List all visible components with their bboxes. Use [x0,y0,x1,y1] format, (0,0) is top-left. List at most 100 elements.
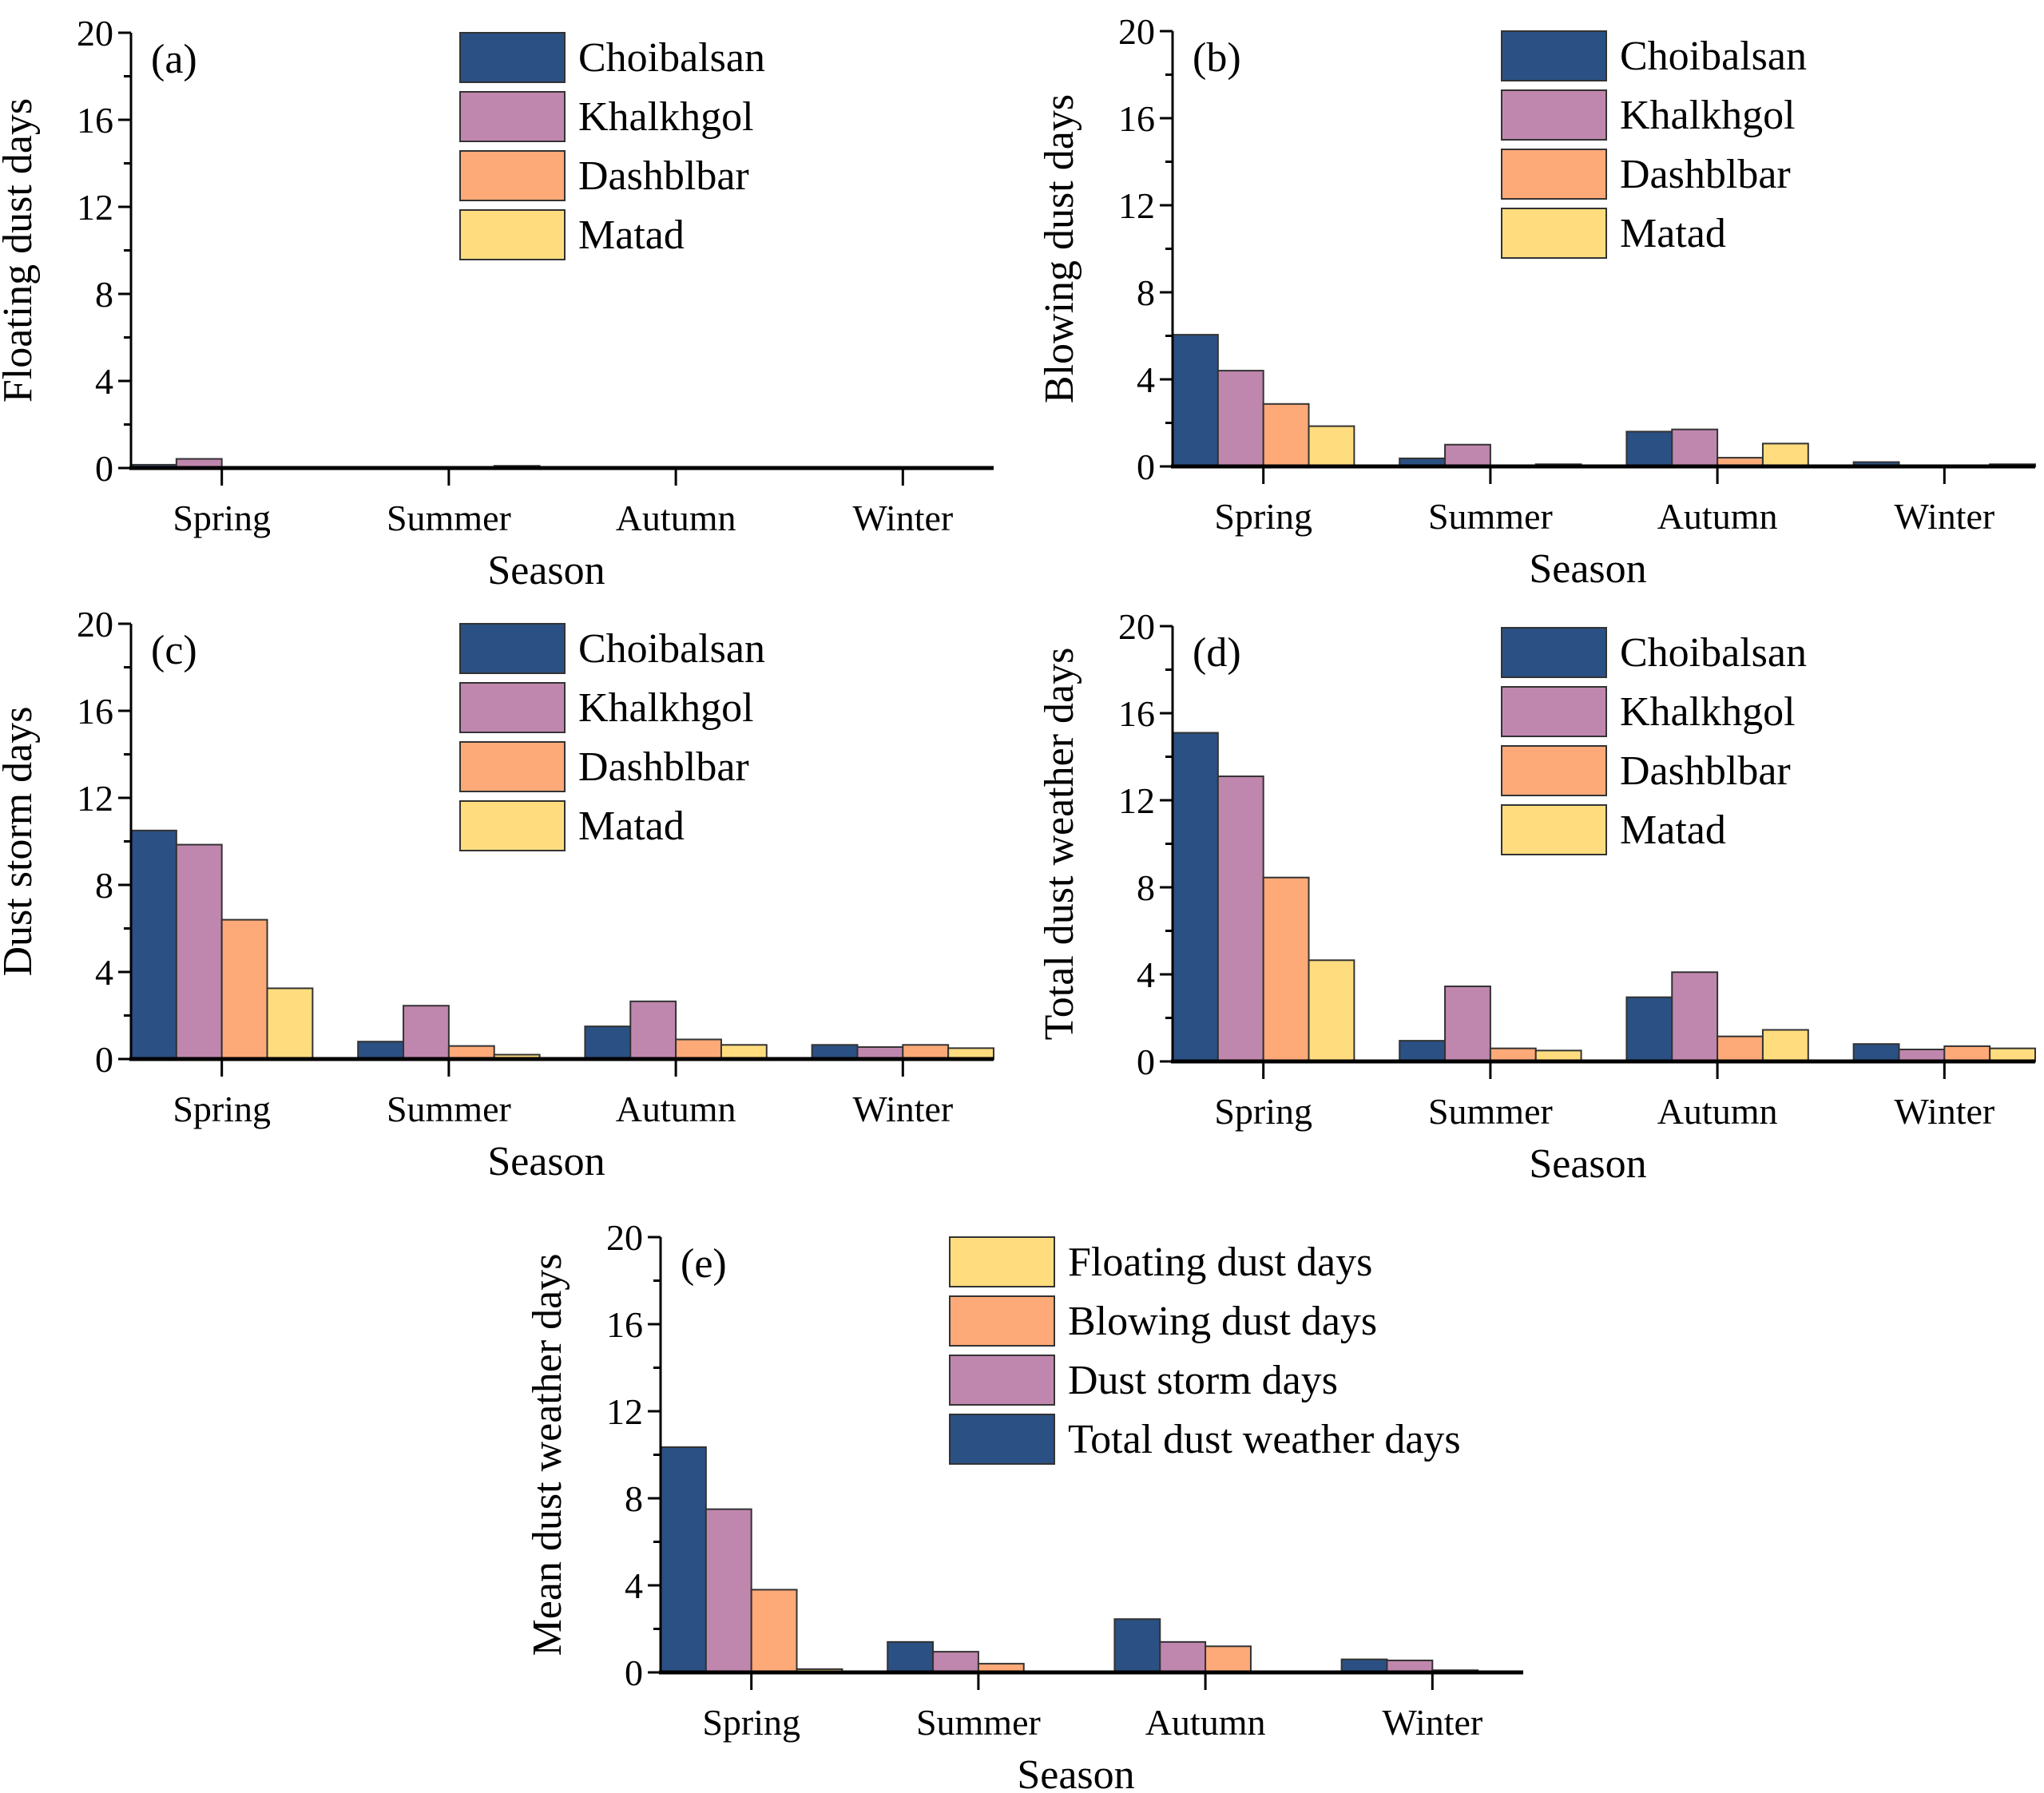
bar-dashblbar-autumn [675,1038,722,1060]
chart-panel-e: Spring Summer Autumn Winter 0 4 8 12 16 20 Season M… [525,1217,1523,1793]
bar-dashblbar-winter [1943,1045,1991,1063]
x-tick-label: Autumn [1657,1091,1778,1132]
legend-swatch [459,800,566,851]
y-tick-label: 20 [1118,606,1155,647]
y-tick-label: 8 [1137,867,1155,908]
y-tick-label: 20 [77,604,113,645]
x-tick-label: Autumn [1657,496,1778,537]
y-tick-label: 12 [606,1391,643,1432]
bar-choibalsan-autumn [1625,996,1673,1063]
y-tick-label: 4 [95,361,113,402]
legend-label: Khalkhgol [578,94,754,140]
y-axis-title: Dust storm days [0,707,41,977]
bar-dust-storm-days-spring [704,1508,752,1673]
bar-khalkhgol-spring [1216,776,1264,1063]
panel-label: (c) [151,628,197,673]
y-tick-label: 0 [1137,1041,1155,1082]
bar-matad-spring [1308,959,1355,1062]
bar-total-dust-weather-days-autumn [1113,1618,1161,1674]
x-tick-label: Summer [1428,496,1553,537]
legend-swatch [459,209,566,260]
panel-label: (a) [151,37,197,82]
legend-label: Matad [578,212,685,258]
bar-matad-spring [266,987,314,1060]
y-tick-label: 4 [1137,954,1155,995]
y-tick-label: 8 [1137,272,1155,313]
x-tick-label: Summer [916,1702,1041,1743]
legend-swatch [459,682,566,733]
y-tick-label: 8 [95,274,113,315]
y-tick-label: 0 [1137,446,1155,487]
bar-khalkhgol-spring [175,843,223,1061]
y-tick-label: 20 [77,13,113,54]
legend-label: Choibalsan [578,626,765,672]
chart-panel-a: Spring Summer Autumn Winter 0 4 8 12 16 20 Season F… [0,13,994,593]
y-tick-label: 8 [625,1478,643,1519]
y-axis-title: Blowing dust days [1037,94,1082,403]
bar-total-dust-weather-days-summer [887,1640,935,1674]
y-tick-label: 12 [1118,185,1155,226]
legend-swatch [1501,627,1607,678]
legend-swatch [1501,745,1607,796]
x-tick-label: Spring [702,1702,800,1743]
legend: Choibalsan Khalkhgol Dashblbar Matad [459,32,765,260]
bar-khalkhgol-summer [403,1005,450,1061]
y-axis-title: Mean dust weather days [525,1254,570,1656]
chart-panel-c: Spring Summer Autumn Winter 0 4 8 12 16 20 Season D… [0,604,994,1184]
y-axis-title: Floating dust days [0,98,41,403]
legend-label: Dashblbar [578,153,749,199]
x-axis-title: Season [1017,1752,1134,1793]
bar-khalkhgol-autumn [629,1000,677,1060]
chart-panel-d: Spring Summer Autumn Winter 0 4 8 12 16 20 Season T… [1037,606,2037,1187]
chart-panel-b: Spring Summer Autumn Winter 0 4 8 12 16 20 Season B… [1037,11,2037,592]
y-tick-label: 4 [625,1565,643,1606]
legend-swatch [459,91,566,142]
x-axis-title: Season [1529,546,1646,592]
y-tick-label: 4 [1137,359,1155,400]
bar-khalkhgol-autumn [1671,428,1719,467]
y-tick-label: 12 [77,778,113,819]
bar-khalkhgol-summer [1444,443,1491,467]
y-tick-label: 20 [1118,11,1155,52]
legend-label: Dashblbar [1620,152,1791,197]
x-tick-label: Autumn [616,1089,736,1129]
bar-matad-spring [1308,425,1355,468]
bar-dust-storm-days-summer [932,1651,979,1674]
legend-label: Choibalsan [578,35,765,81]
bar-matad-autumn [720,1044,768,1060]
legend-swatch [459,741,566,792]
legend: Choibalsan Khalkhgol Dashblbar Matad [1501,30,1807,259]
legend-label: Dust storm days [1068,1358,1338,1403]
bar-dust-storm-days-autumn [1159,1640,1207,1674]
legend-swatch [949,1414,1055,1465]
bar-choibalsan-spring [1172,334,1219,468]
legend-label: Matad [578,803,685,849]
legend-label: Dashblbar [578,744,749,790]
legend-swatch [459,623,566,674]
legend-label: Dashblbar [1620,748,1791,794]
x-tick-label: Autumn [616,498,736,538]
legend-label: Khalkhgol [578,685,754,731]
y-tick-label: 4 [95,952,113,993]
bar-choibalsan-winter [811,1044,859,1060]
bar-choibalsan-spring [1172,732,1219,1063]
legend-label: Total dust weather days [1068,1417,1461,1462]
x-tick-label: Winter [1894,496,1994,537]
x-tick-label: Summer [1428,1091,1553,1132]
bar-khalkhgol-summer [1444,985,1491,1063]
legend: Floating dust days Blowing dust days Dust … [949,1236,1461,1465]
legend-label: Khalkhgol [1620,93,1796,138]
legend-swatch [1501,149,1607,200]
x-axis-title: Season [487,1139,605,1184]
legend-label: Khalkhgol [1620,689,1796,735]
x-axis-title: Season [1529,1141,1646,1187]
y-tick-label: 16 [77,691,113,732]
bar-choibalsan-autumn [584,1025,632,1060]
x-tick-label: Winter [852,498,953,538]
legend-label: Matad [1620,807,1726,853]
legend-swatch [949,1355,1055,1406]
legend-label: Blowing dust days [1068,1299,1377,1344]
y-tick-label: 0 [95,448,113,489]
x-tick-label: Spring [173,1089,271,1129]
